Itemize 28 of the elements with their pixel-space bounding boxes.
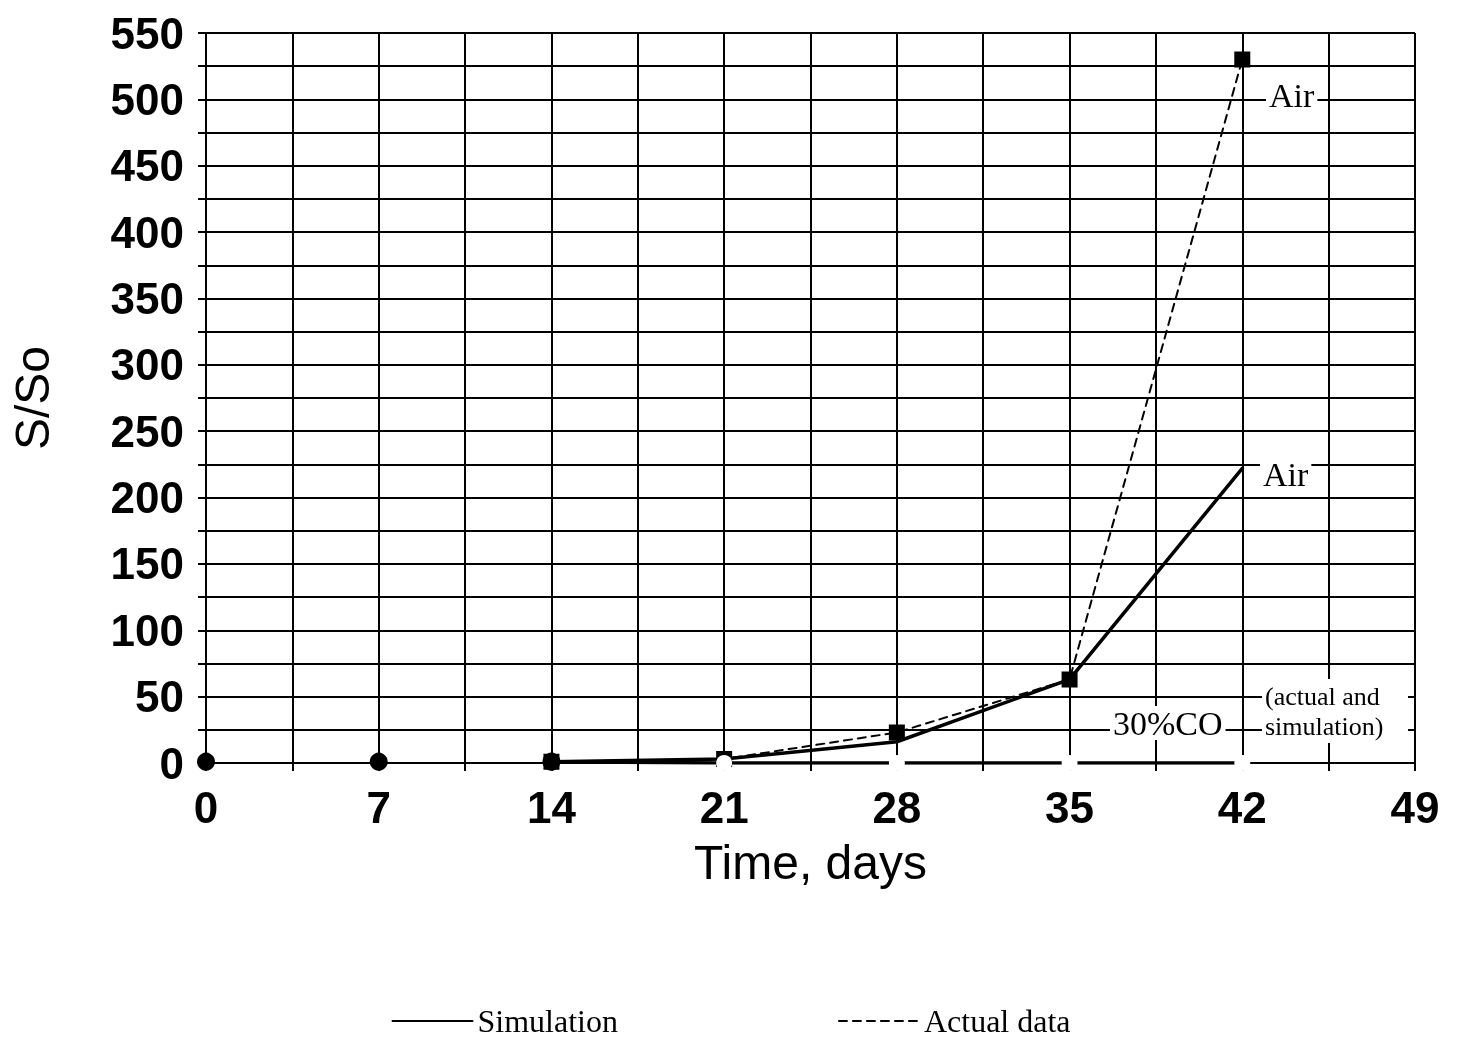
legend-label: Simulation (477, 1003, 618, 1039)
y-tick-label: 300 (110, 340, 184, 390)
annotation: 30%CO (1113, 704, 1223, 742)
x-tick-label: 49 (1390, 782, 1440, 832)
y-tick-label: 400 (110, 207, 184, 257)
x-tick-label: 0 (193, 782, 219, 832)
y-tick-label: 50 (135, 672, 184, 722)
x-tick-label: 21 (699, 782, 749, 832)
x-tick-label: 42 (1217, 782, 1267, 832)
y-tick-label: 0 (159, 738, 184, 788)
y-tick-label: 450 (110, 141, 184, 191)
y-tick-label: 250 (110, 406, 184, 456)
y-axis-title: S/So (5, 345, 59, 451)
x-tick-label: 35 (1045, 782, 1095, 832)
legend-label: Actual data (923, 1003, 1071, 1039)
annotation: Air (1263, 455, 1309, 493)
y-tick-label: 500 (110, 74, 184, 124)
x-tick-label: 7 (366, 782, 391, 832)
y-tick-label: 350 (110, 273, 184, 323)
x-tick-label: 14 (526, 782, 577, 832)
y-tick-label: 100 (110, 605, 184, 655)
annotation: Air (1269, 76, 1315, 114)
y-tick-label: 150 (110, 539, 184, 589)
y-tick-label: 200 (110, 473, 184, 523)
annotation: (actual and simulation) (1265, 681, 1387, 741)
x-axis-title: Time, days (694, 835, 927, 889)
y-tick-label: 550 (110, 8, 184, 58)
x-tick-label: 28 (872, 782, 922, 832)
